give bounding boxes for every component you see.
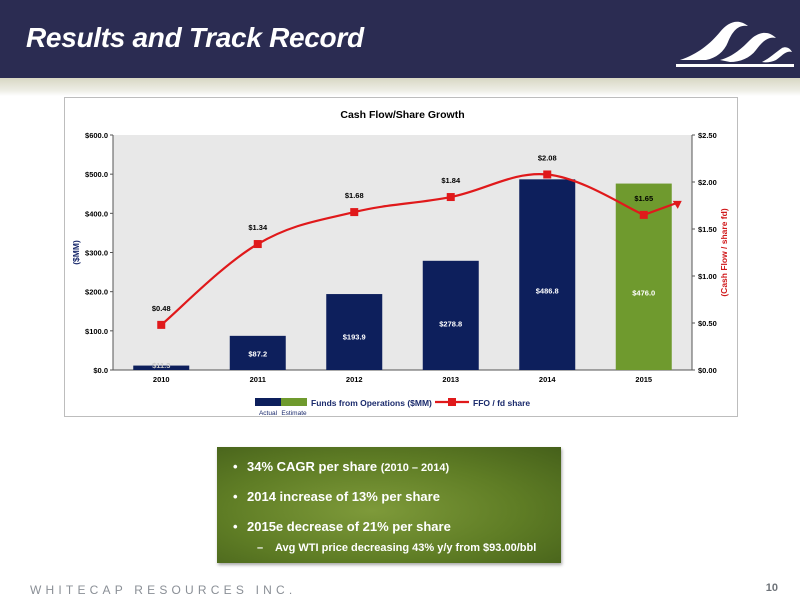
right-tick-label: $2.00 [698,178,717,187]
left-tick-label: $0.0 [93,366,108,375]
legend-line-label: FFO / fd share [473,398,530,408]
left-tick-label: $300.0 [85,249,108,258]
left-tick-label: $400.0 [85,209,108,218]
bar-2011 [229,335,286,370]
legend-actual-swatch [255,398,281,406]
legend-bars-label: Funds from Operations ($MM) [311,398,432,408]
bullet-text: 2015e decrease of 21% per share [247,519,451,534]
line-point-marker [253,240,262,249]
x-tick-label: 2012 [346,375,363,384]
footer-company-name: WHITECAP RESOURCES INC. [30,583,297,597]
page-title: Results and Track Record [26,22,364,53]
legend-estimate-label: Estimate [281,410,307,416]
right-tick-label: $1.00 [698,272,717,281]
right-tick-label: $2.50 [698,131,717,140]
left-tick-label: $100.0 [85,327,108,336]
bar-value-label: $278.8 [439,319,462,328]
bullet-text: 2014 increase of 13% per share [247,489,440,504]
x-tick-label: 2013 [442,375,459,384]
whitecap-logo-icon [676,21,794,67]
bar-value-label: $193.9 [343,333,366,342]
page-number: 10 [765,582,778,594]
line-value-label: $1.68 [345,191,364,200]
trend-arrow-icon [672,200,682,209]
chart-frame: Cash Flow/Share Growth $0.0 $100.0 $200.0 $3… [64,97,738,417]
sub-bullet-item: – Avg WTI price decreasing 43% y/y from $… [257,542,537,554]
line-point-marker [543,170,552,179]
x-tick-label: 2011 [250,375,266,384]
bullet-item: • 2014 increase of 13% per share [233,489,440,504]
bar-2014 [519,179,576,370]
chart-title: Cash Flow/Share Growth [340,109,464,121]
right-tick-label: $0.00 [698,366,717,375]
header-bar: Results and Track Record [0,0,800,78]
cash-flow-chart: Cash Flow/Share Growth $0.0 $100.0 $200.0 $3… [71,109,729,416]
legend-line-marker [448,398,456,406]
legend-actual-label: Actual [259,410,278,416]
left-tick-label: $500.0 [85,170,108,179]
line-point-marker [446,193,455,202]
bullet-suffix: (2010 – 2014) [380,462,450,474]
bullet-item: • 34% CAGR per share (2010 – 2014) [233,459,450,474]
bullet-text: 34% CAGR per share [247,459,378,474]
line-value-label: $0.48 [152,304,171,313]
bar-2010 [133,365,190,370]
bullet-item: • 2015e decrease of 21% per share [233,519,451,534]
bar-value-label: $87.2 [248,349,267,358]
left-tick-label: $200.0 [85,288,108,297]
line-value-label: $1.84 [441,176,461,185]
left-axis-title: ($MM) [71,240,81,265]
line-value-label: $2.08 [538,153,557,162]
line-point-marker [639,210,648,219]
line-value-label: $1.34 [248,223,268,232]
line-value-label: $1.65 [634,194,653,203]
line-point-marker [350,208,359,217]
bar-2012 [326,294,383,370]
x-tick-label: 2015 [635,375,652,384]
x-tick-label: 2014 [539,375,557,384]
right-tick-label: $1.50 [698,225,717,234]
bar-value-label: $11.3 [152,361,170,370]
left-tick-label: $600.0 [85,131,108,140]
legend-estimate-swatch [281,398,307,406]
bar-value-label: $476.0 [632,288,655,297]
line-point-marker [157,320,166,329]
bar-value-label: $486.8 [536,287,559,296]
right-axis-title: (Cash Flow / share fd) [719,208,729,296]
right-tick-label: $0.50 [698,319,717,328]
sub-bullet-text: Avg WTI price decreasing 43% y/y from $9… [275,542,537,554]
plot-area [113,135,692,370]
ffo-per-share-line [160,173,681,326]
x-tick-label: 2010 [153,375,170,384]
highlights-box: • 34% CAGR per share (2010 – 2014) • 2014 … [217,447,561,563]
bar-2013 [422,260,479,370]
header-gradient-band [0,78,800,96]
